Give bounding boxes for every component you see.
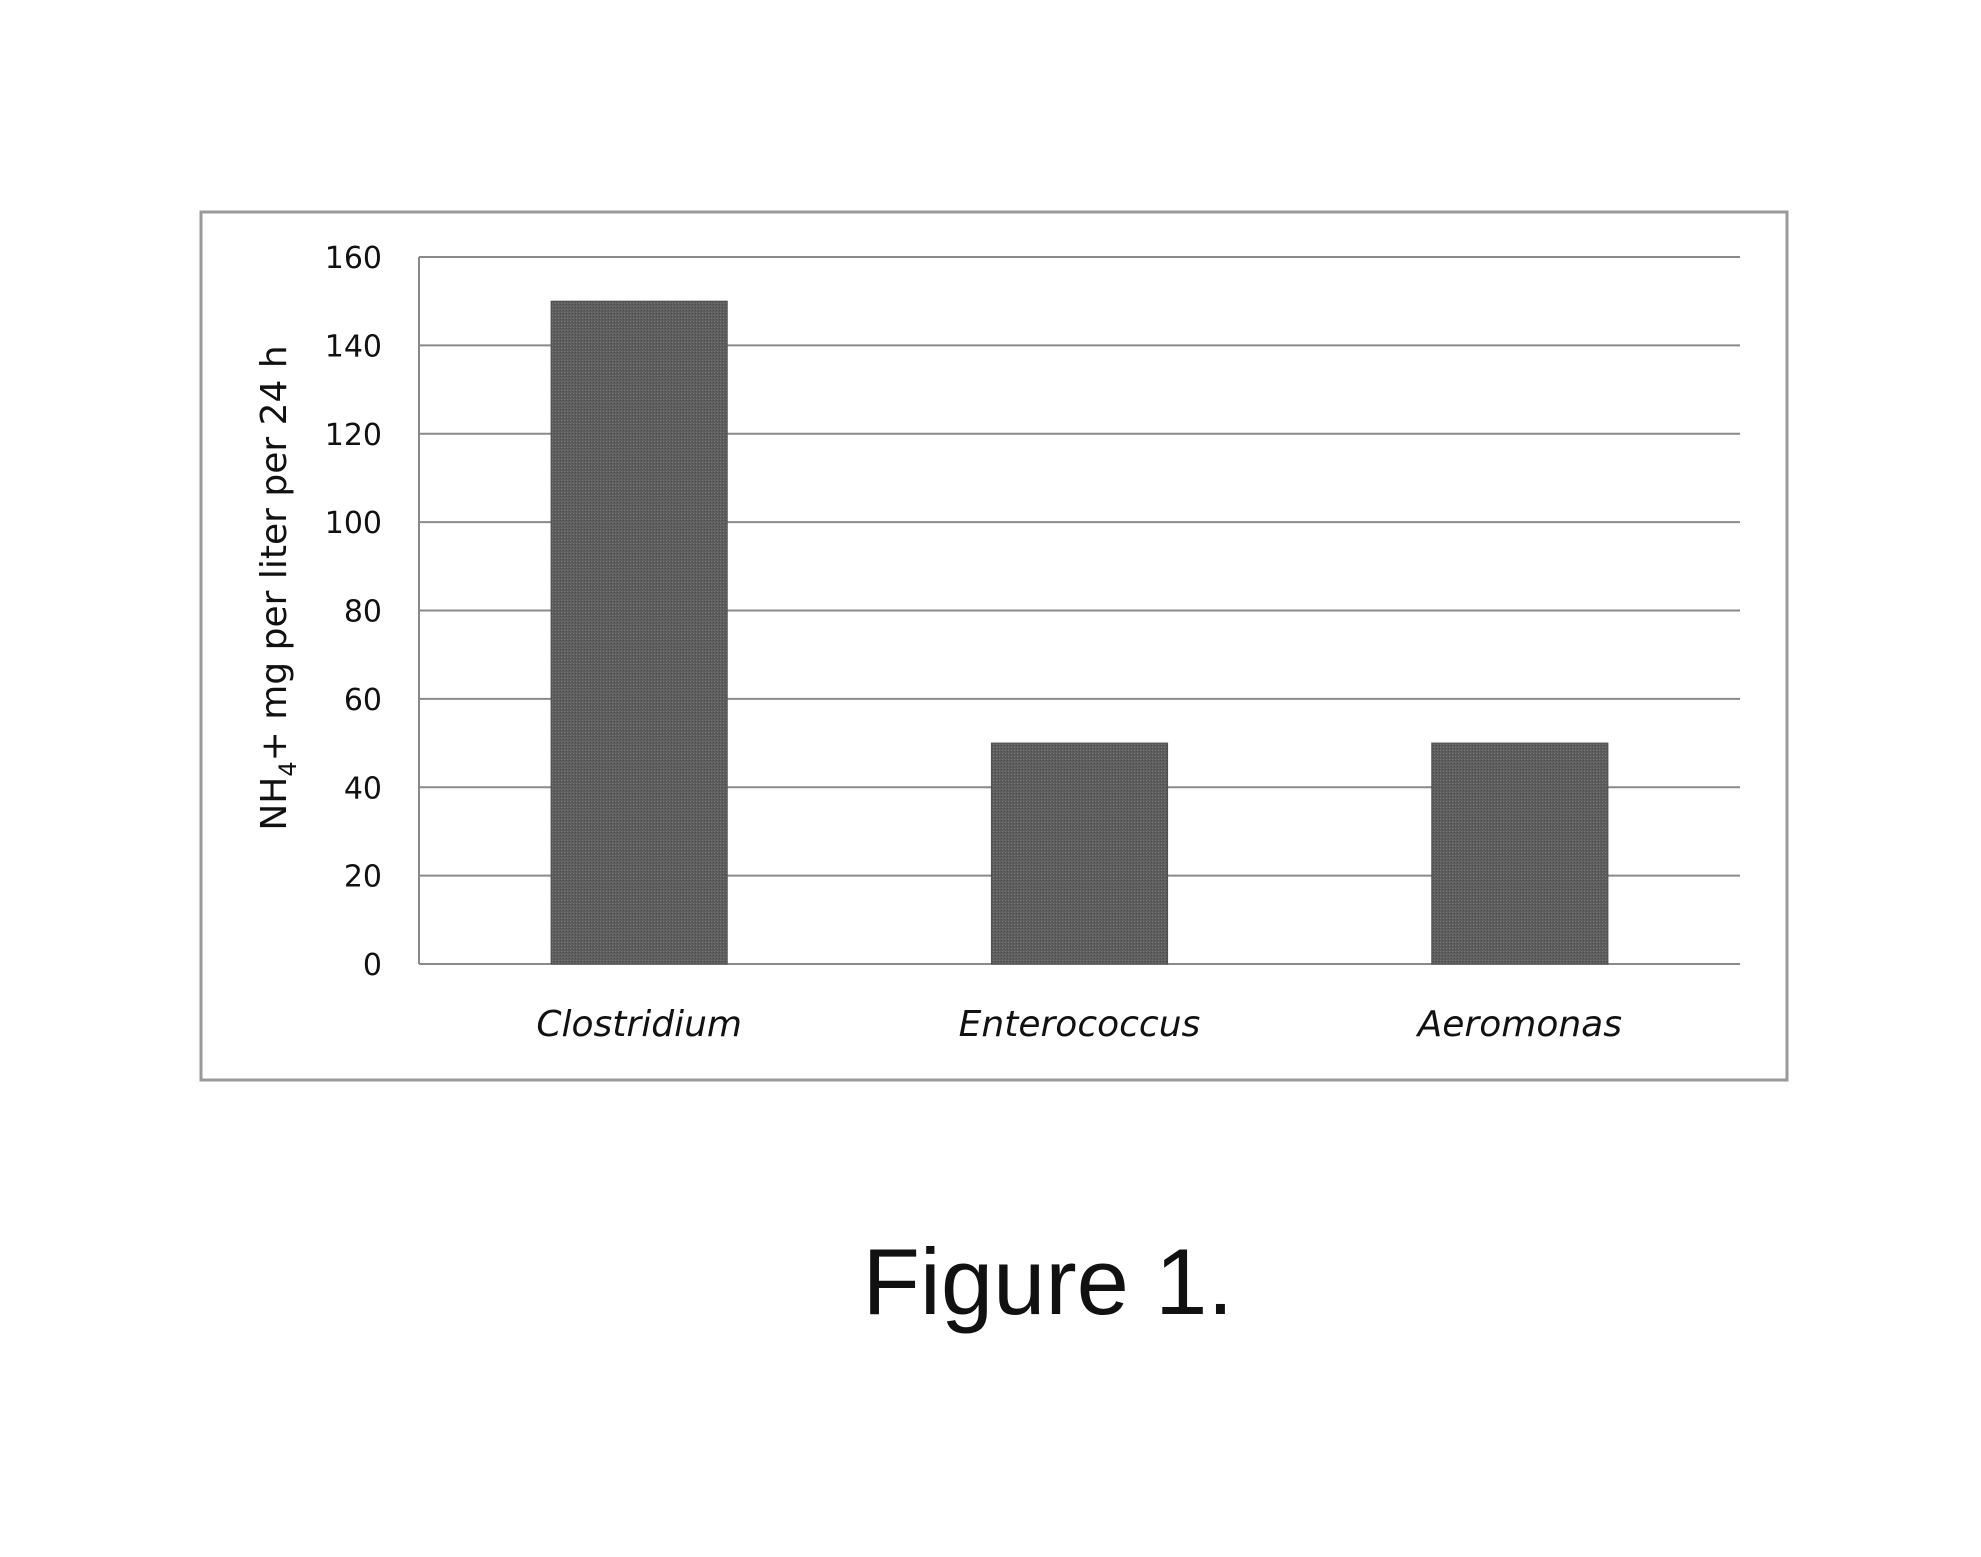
x-category-label-clostridium: Clostridium xyxy=(536,1004,742,1045)
bar-aeromonas xyxy=(1432,743,1608,964)
y-tick-label-80: 80 xyxy=(344,595,382,630)
x-category-labels: Clostridium Enterococcus Aeromonas xyxy=(536,1004,1622,1045)
y-tick-label-160: 160 xyxy=(325,241,382,276)
figure-caption: Figure 1. xyxy=(0,1235,1981,1329)
y-axis-title: NH4+ mg per liter per 24 h xyxy=(254,345,302,830)
y-tick-label-0: 0 xyxy=(363,948,382,983)
y-tick-label-40: 40 xyxy=(344,771,382,806)
x-category-label-enterococcus: Enterococcus xyxy=(959,1004,1201,1045)
x-category-label-aeromonas: Aeromonas xyxy=(1416,1004,1622,1045)
y-tick-label-20: 20 xyxy=(344,860,382,895)
bar-clostridium xyxy=(551,301,727,964)
y-tick-label-120: 120 xyxy=(325,418,382,453)
bar-enterococcus xyxy=(991,743,1167,964)
y-tick-label-140: 140 xyxy=(325,329,382,364)
y-tick-label-100: 100 xyxy=(325,506,382,541)
y-tick-label-60: 60 xyxy=(344,683,382,718)
